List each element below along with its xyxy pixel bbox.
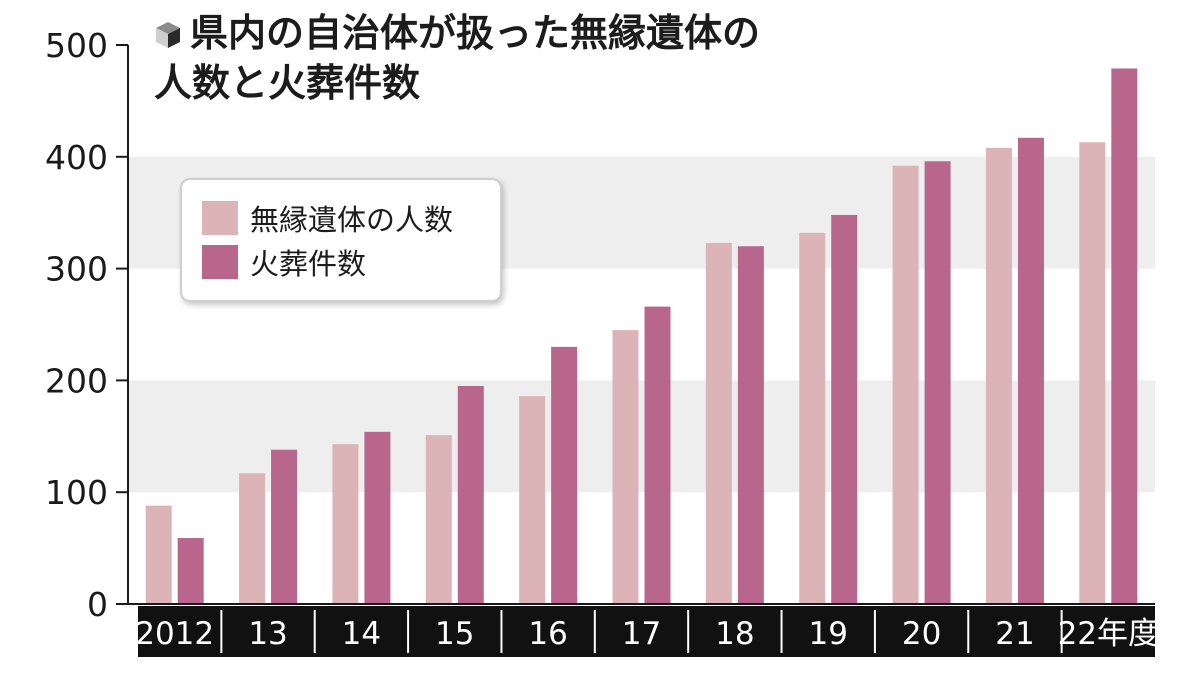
x-tick-label: 21 (995, 616, 1034, 652)
x-tick-label: 18 (715, 616, 754, 652)
bar-series-2 (924, 161, 951, 604)
y-tick-label: 500 (45, 26, 108, 65)
x-tick-label: 22年度 (1058, 616, 1159, 652)
bar-series-2 (1017, 137, 1044, 604)
bar-series-1 (519, 396, 546, 604)
bar-series-1 (892, 165, 919, 604)
legend: 無縁遺体の人数 火葬件数 (180, 178, 502, 302)
bar-series-1 (1079, 142, 1106, 605)
title-line-1: 県内の自治体が扱った無縁遺体の (190, 11, 761, 55)
bar-series-2 (644, 306, 671, 604)
bar-series-2 (831, 214, 858, 604)
bar-series-1 (705, 242, 732, 605)
x-tick-label: 19 (809, 616, 848, 652)
bar-series-1 (425, 435, 452, 604)
bar-series-2 (177, 538, 204, 604)
chart-title: 県内の自治体が扱った無縁遺体の 人数と火葬件数 (154, 8, 760, 108)
bar-series-2 (457, 385, 484, 604)
bar-series-2 (364, 431, 391, 604)
cube-icon (156, 22, 180, 48)
bar-series-1 (985, 147, 1012, 604)
bar-series-1 (612, 330, 639, 604)
legend-item-series-1: 無縁遺体の人数 (202, 198, 453, 238)
x-tick-label: 17 (622, 616, 661, 652)
bar-series-2 (551, 346, 578, 604)
x-tick-label: 14 (342, 616, 381, 652)
legend-label-series-1: 無縁遺体の人数 (250, 203, 454, 237)
title-line-2: 人数と火葬件数 (154, 61, 421, 105)
y-tick-label: 0 (87, 585, 108, 624)
bar-series-2 (1111, 68, 1138, 604)
legend-item-series-2: 火葬件数 (202, 242, 366, 282)
x-tick-label: 15 (435, 616, 474, 652)
bar-series-1 (239, 473, 266, 604)
y-tick-label: 400 (45, 138, 108, 177)
x-tick-label: 20 (902, 616, 941, 652)
bar-series-1 (332, 444, 359, 604)
bar-series-1 (799, 232, 826, 604)
legend-swatch-series-1 (202, 201, 238, 235)
legend-swatch-series-2 (202, 245, 238, 279)
bar-series-2 (737, 246, 764, 605)
legend-label-series-2: 火葬件数 (250, 247, 367, 281)
bar-series-2 (271, 449, 298, 604)
x-tick-label: 13 (248, 616, 287, 652)
y-tick-label: 200 (45, 361, 108, 400)
x-tick-label: 2012 (135, 616, 214, 652)
grid-band (128, 380, 1155, 493)
x-tick-label: 16 (528, 616, 567, 652)
x-axis-band (138, 606, 1155, 657)
y-tick-label: 100 (45, 473, 108, 512)
y-tick-label: 300 (45, 250, 108, 289)
bar-series-1 (145, 505, 172, 604)
